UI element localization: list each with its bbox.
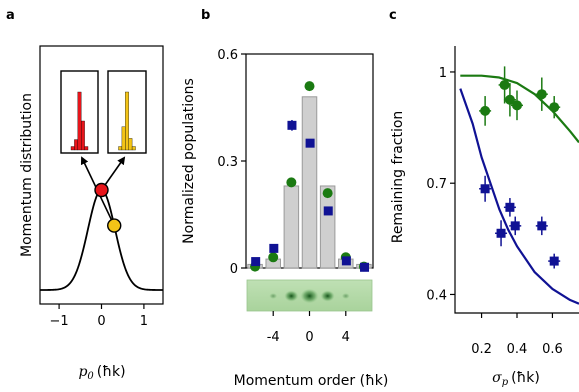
panel-c-fit-line <box>459 88 579 305</box>
panel-b-x-tick-label: -4 <box>267 330 280 345</box>
panel-c-y-tick-label: 0.4 <box>426 288 447 303</box>
inset-bar <box>128 138 133 151</box>
panel-b-square-point <box>251 257 261 267</box>
panel-c-circle-point <box>504 94 515 105</box>
panel-b-image-spot <box>341 293 350 299</box>
panel-b-image-spot <box>284 290 299 302</box>
panel-c-circle-point <box>536 89 547 100</box>
panel-b-x-tick-label: 4 <box>342 330 350 345</box>
panel-a-xlabel-unit: (ħk) <box>97 364 126 380</box>
panel-a-point <box>94 182 109 198</box>
panel-b-letter: b <box>201 8 210 23</box>
panel-b-square-point <box>360 262 370 272</box>
panel-b-y-ticks: 0 0.3 0.6 <box>217 48 246 277</box>
panel-a-xlabel: p0 (ħk) <box>78 364 125 382</box>
panel-b-y-tick-label: 0.6 <box>217 48 238 63</box>
panel-c-circle-point <box>549 102 560 113</box>
inset-bar <box>131 146 136 151</box>
panel-b-square-point <box>305 138 315 148</box>
panel-b-square-point <box>269 243 279 253</box>
panel-a-gaussian-curve <box>40 189 163 291</box>
panel-b-bar <box>301 96 318 269</box>
panel-b-ylabel: Normalized populations <box>181 78 197 244</box>
inset-bar <box>81 120 85 151</box>
panel-c-square-point <box>537 221 547 231</box>
panel-c-y-tick-label: 1 <box>439 66 447 81</box>
inset-bar <box>77 91 82 151</box>
panel-c: c Remaining fraction 0.4 0.7 1 0.2 0.4 0.6 σ… <box>389 8 579 388</box>
inset-bar <box>125 91 129 151</box>
panel-a-x-tick-label: 1 <box>140 314 148 329</box>
panel-a-ylabel: Momentum distribution <box>19 93 35 257</box>
panel-a-xlabel-subscript: 0 <box>87 371 94 382</box>
panel-c-y-tick-label: 0.7 <box>426 177 447 192</box>
panel-c-letter: c <box>389 8 397 23</box>
panel-c-ylabel: Remaining fraction <box>390 111 406 244</box>
panel-c-axes-frame <box>454 46 579 314</box>
inset-bar <box>84 146 89 151</box>
panel-b: b Normalized populations 0 0.3 0.6 -4 0 4 Mo… <box>181 8 388 389</box>
panel-c-circle-point <box>499 79 510 90</box>
panel-a-insets <box>60 70 147 154</box>
panel-c-points <box>479 66 561 269</box>
panel-c-xlabel-unit: (ħk) <box>511 370 540 386</box>
panel-b-square-point <box>341 256 351 266</box>
panel-b-bar <box>319 185 336 269</box>
panel-b-image-spot <box>300 288 319 304</box>
panel-b-square-point <box>287 120 297 130</box>
inset-bar <box>74 139 78 151</box>
panel-b-x-ticks: -4 0 4 <box>267 311 350 345</box>
panel-b-image-spot <box>269 293 278 299</box>
panel-c-fit-line <box>460 74 579 144</box>
panel-b-circle-point <box>268 252 279 263</box>
panel-b-circle-point <box>304 81 315 92</box>
panel-c-square-point <box>480 184 490 194</box>
panel-c-xlabel-subscript: p <box>502 377 509 388</box>
panel-a-point <box>107 218 122 233</box>
panel-b-image-spot <box>320 290 335 302</box>
panel-c-square-point <box>505 202 515 212</box>
panel-b-x-tick-label: 0 <box>305 330 313 345</box>
panel-b-circle-point <box>322 188 333 199</box>
panel-a-xlabel-symbol: p <box>78 364 87 380</box>
inset-bar <box>70 146 75 151</box>
panel-c-square-point <box>549 256 559 266</box>
panel-a: a Momentum distribution −1 0 1 p0 (ħk) <box>6 8 164 382</box>
inset-bar <box>121 126 126 151</box>
panel-b-y-tick-label: 0.3 <box>217 155 238 170</box>
panel-a-x-ticks: −1 0 1 <box>50 304 148 329</box>
panel-b-bars <box>247 96 372 269</box>
panel-b-image-spots <box>269 288 350 304</box>
panel-c-x-ticks: 0.2 0.4 0.6 <box>471 313 563 357</box>
panel-c-circle-point <box>480 105 491 116</box>
panel-b-xlabel: Momentum order (ħk) <box>234 373 389 389</box>
panel-a-x-tick-label: −1 <box>50 314 69 329</box>
panel-a-points <box>94 182 122 233</box>
panel-c-fit-curves <box>459 74 579 305</box>
panel-a-x-tick-label: 0 <box>97 314 105 329</box>
panel-b-circle-point <box>286 177 297 188</box>
panel-c-circle-point <box>512 100 522 111</box>
panel-a-letter: a <box>6 8 15 23</box>
panel-c-square-point <box>496 228 506 238</box>
panel-b-bar <box>283 185 300 269</box>
panel-c-xlabel-symbol: σ <box>492 370 502 386</box>
panel-c-y-ticks: 0.4 0.7 1 <box>426 66 455 303</box>
panel-c-x-tick-label: 0.6 <box>542 342 563 357</box>
panel-b-y-tick-label: 0 <box>230 262 238 277</box>
panel-c-square-point <box>510 221 520 231</box>
inset-bar <box>118 146 123 151</box>
panel-b-square-point <box>323 206 333 216</box>
panel-b-points <box>250 81 370 272</box>
panel-c-x-tick-label: 0.4 <box>507 342 528 357</box>
panel-c-xlabel: σp (ħk) <box>492 370 540 388</box>
panel-c-x-tick-label: 0.2 <box>471 342 492 357</box>
